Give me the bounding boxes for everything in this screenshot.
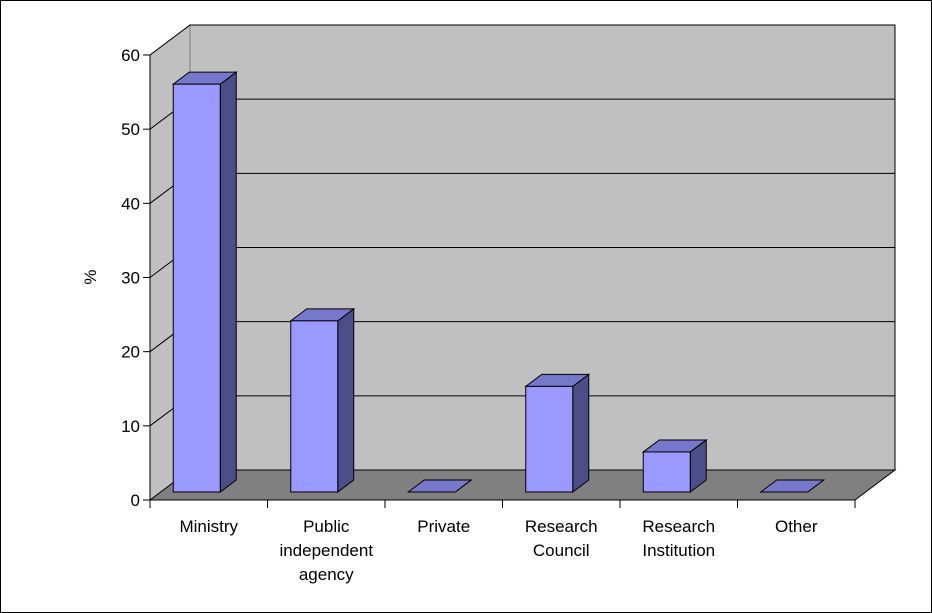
y-tick-label: 10 — [121, 417, 140, 436]
bar-5 — [759, 479, 826, 493]
bar-front — [290, 320, 339, 493]
y-tick-label: 30 — [121, 269, 140, 288]
bar-side — [219, 71, 237, 493]
chart-walls — [148, 24, 897, 501]
y-tick-label: 0 — [131, 491, 140, 510]
x-tick-label: Ministry — [179, 517, 238, 536]
bar-side — [337, 307, 355, 493]
bars — [171, 71, 826, 493]
bar-1 — [289, 307, 356, 493]
labels: 0 10 20 30 40 50 60 Ministry Public independent ag… — [121, 46, 818, 584]
axes — [143, 54, 856, 508]
x-tick-label: Public independent agency — [279, 517, 373, 584]
y-tick-label: 60 — [121, 46, 140, 65]
bar-front — [525, 385, 574, 493]
y-tick-label: 40 — [121, 194, 140, 213]
bar-front — [172, 83, 221, 493]
y-tick-label: 50 — [121, 120, 140, 139]
x-tick-label: Other — [775, 517, 818, 536]
bar-4 — [641, 438, 708, 493]
bar-top — [406, 479, 473, 493]
bar-front — [642, 451, 691, 493]
y-axis-label: % — [81, 269, 100, 284]
bar-3 — [524, 373, 591, 493]
x-tick-label: Research Council — [525, 517, 598, 560]
y-tick-label: 20 — [121, 343, 140, 362]
bar-top — [759, 479, 826, 493]
x-tick-label: Private — [417, 517, 470, 536]
bar-side — [572, 373, 590, 493]
x-tick-label: Research Institution — [642, 517, 715, 560]
bar-2 — [406, 479, 473, 493]
bar-0 — [171, 71, 238, 493]
gridline — [149, 24, 895, 56]
